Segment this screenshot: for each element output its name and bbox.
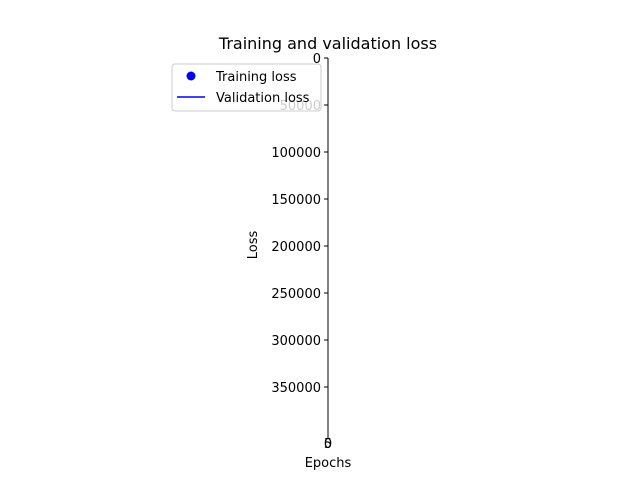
legend: Training loss Validation loss: [171, 63, 322, 112]
chart-title: Training and validation loss: [218, 34, 437, 53]
y-tick-label: 350000: [271, 381, 321, 396]
legend-label-validation-loss: Validation loss: [216, 91, 310, 106]
y-axis-label: Loss: [246, 231, 261, 260]
y-tick-label: 100000: [271, 146, 321, 161]
y-tick-label: 150000: [271, 193, 321, 208]
x-axis-label: Epochs: [305, 456, 352, 471]
y-tick-label: 200000: [271, 240, 321, 255]
y-tick-label: 300000: [271, 334, 321, 349]
legend-marker-training-loss: [186, 71, 196, 81]
y-tick-label: 250000: [271, 287, 321, 302]
legend-label-training-loss: Training loss: [215, 70, 297, 85]
x-tick-label: 5: [324, 437, 332, 452]
x-tick-label: 0: [324, 437, 332, 452]
legend-box: [171, 63, 322, 112]
y-tick-label: 0: [313, 52, 321, 67]
x-axis-ticks: 05: [324, 434, 332, 452]
